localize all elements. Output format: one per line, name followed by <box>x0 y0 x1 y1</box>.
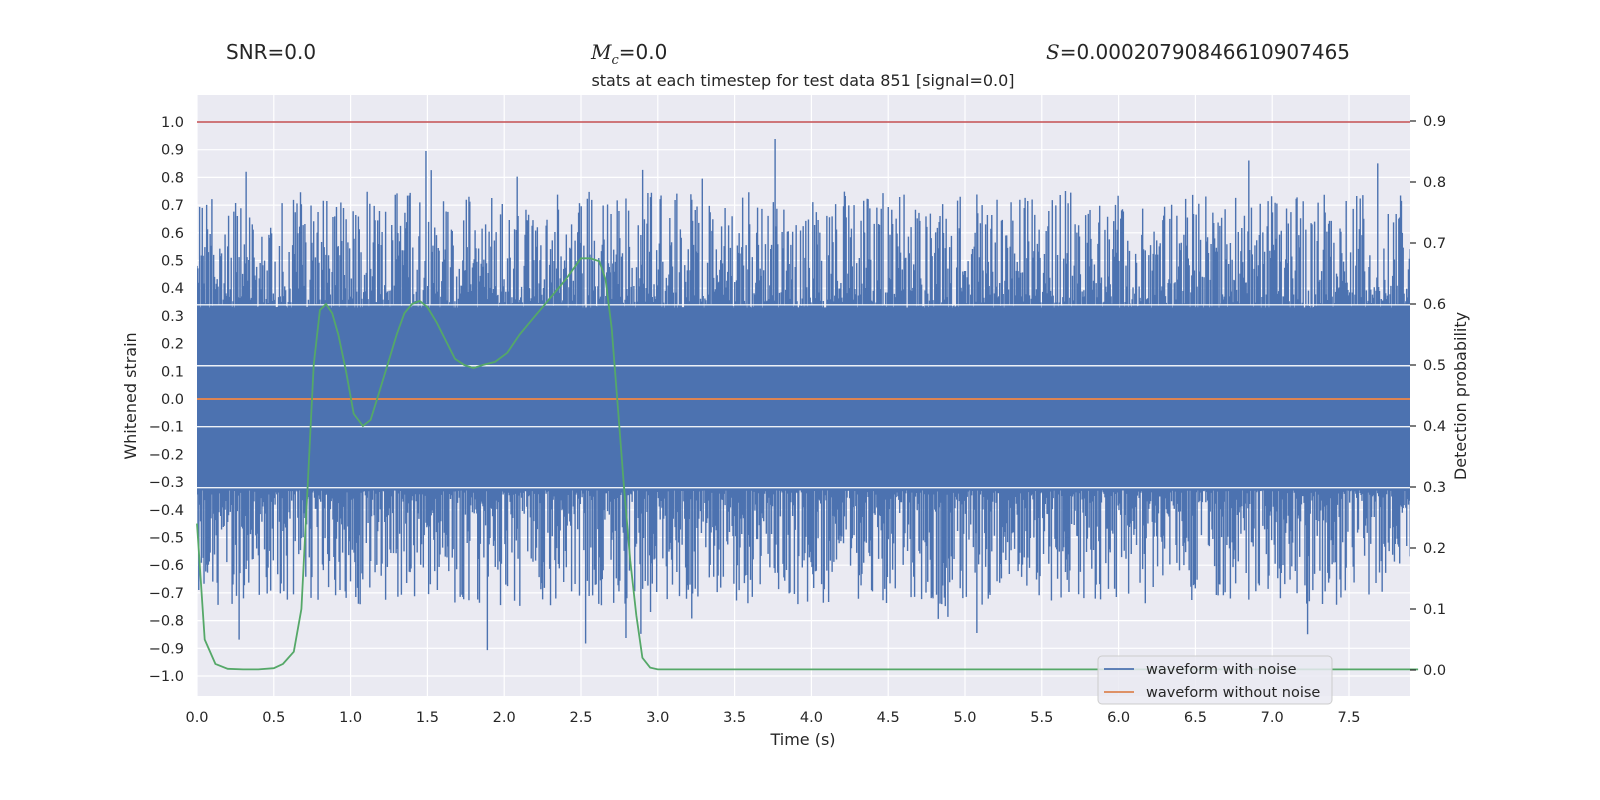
y2-tick-label: 0.5 <box>1423 358 1446 374</box>
y-tick-label: −0.1 <box>149 420 184 436</box>
x-tick-label: 5.5 <box>1030 710 1053 726</box>
y2-tick-label: 0.4 <box>1423 419 1446 435</box>
y2-tick-label: 0.1 <box>1423 602 1446 618</box>
y2-axis-label: Detection probability <box>1451 312 1470 480</box>
y-tick-label: 0.0 <box>161 392 184 408</box>
statistic-label: S=0.00020790846610907465 <box>1046 40 1350 64</box>
chart-lines <box>196 121 1419 671</box>
y-tick-label: 0.9 <box>161 143 184 159</box>
y-tick-label: −0.7 <box>149 586 184 602</box>
x-tick-label: 6.0 <box>1107 710 1130 726</box>
y2-tick-label: 0.8 <box>1423 175 1446 191</box>
x-tick-labels: 0.0 0.5 1.0 1.5 2.0 2.5 3.0 3.5 4.0 4.5 5.0 5.5 6.0 6… <box>185 710 1360 726</box>
statistic-symbol: S <box>1046 40 1060 64</box>
x-tick-label: 4.0 <box>800 710 823 726</box>
y-tick-label: −0.3 <box>149 475 184 491</box>
x-tick-label: 4.5 <box>877 710 900 726</box>
snr-label: SNR=0.0 <box>226 40 316 64</box>
chirp-mass-value: =0.0 <box>618 40 668 64</box>
y-tick-label: −0.2 <box>149 447 184 463</box>
x-tick-label: 7.0 <box>1261 710 1284 726</box>
y-tick-label: −0.6 <box>149 558 184 574</box>
y-tick-label: 1.0 <box>161 115 184 131</box>
y2-tick-label: 0.6 <box>1423 297 1446 313</box>
x-tick-label: 2.5 <box>569 710 592 726</box>
y-axis-label: Whitened strain <box>121 332 140 459</box>
legend-label: waveform with noise <box>1146 662 1297 678</box>
x-axis-label: Time (s) <box>769 730 835 749</box>
y2-tick-label: 0.0 <box>1423 663 1446 679</box>
y-tick-label: −0.5 <box>149 531 184 547</box>
x-tick-label: 5.0 <box>953 710 976 726</box>
x-tick-label: 3.5 <box>723 710 746 726</box>
snr-text: SNR=0.0 <box>226 40 317 64</box>
y-tick-label: 0.3 <box>161 309 184 325</box>
y-tick-label: 0.1 <box>161 364 184 380</box>
chirp-mass-symbol: M <box>591 40 612 64</box>
x-tick-label: 1.0 <box>339 710 362 726</box>
chirp-mass-subscript: c <box>611 53 619 68</box>
y-tick-label: 0.4 <box>161 281 184 297</box>
y2-tick-labels: 0.0 0.1 0.2 0.3 0.4 0.5 0.6 0.7 0.8 0.9 <box>1410 114 1446 679</box>
y-tick-label: 0.8 <box>161 170 184 186</box>
legend-box <box>1097 655 1333 705</box>
y-tick-label: −0.8 <box>149 614 184 630</box>
legend: waveform with noise waveform without nois… <box>1097 655 1333 705</box>
y-tick-label: −0.4 <box>149 503 184 519</box>
y-tick-label: −1.0 <box>149 669 184 685</box>
chart-title: stats at each timestep for test data 851… <box>591 71 1014 90</box>
x-tick-label: 0.0 <box>185 710 208 726</box>
legend-label: waveform without noise <box>1146 685 1320 701</box>
y-tick-label: 0.2 <box>161 337 184 353</box>
detection-probability-line <box>196 257 1419 671</box>
y-tick-label: 0.5 <box>161 254 184 270</box>
y2-tick-label: 0.9 <box>1423 114 1446 130</box>
statistic-value: =0.00020790846610907465 <box>1059 40 1351 64</box>
x-tick-label: 2.0 <box>493 710 516 726</box>
y2-tick-label: 0.2 <box>1423 541 1446 557</box>
x-tick-label: 1.5 <box>416 710 439 726</box>
y-tick-label: 0.7 <box>161 198 184 214</box>
x-tick-label: 6.5 <box>1184 710 1207 726</box>
x-tick-label: 0.5 <box>262 710 285 726</box>
y2-tick-label: 0.7 <box>1423 236 1446 252</box>
y-tick-labels: −1.0 −0.9 −0.8 −0.7 −0.6 −0.5 −0.4 −0.3 −0.2 −0.1… <box>149 115 184 685</box>
y2-tick-label: 0.3 <box>1423 480 1446 496</box>
chirp-mass-label: Mc=0.0 <box>591 40 667 68</box>
x-tick-label: 3.0 <box>646 710 669 726</box>
y-tick-label: 0.6 <box>161 226 184 242</box>
x-tick-label: 7.5 <box>1337 710 1360 726</box>
y-tick-label: −0.9 <box>149 641 184 657</box>
